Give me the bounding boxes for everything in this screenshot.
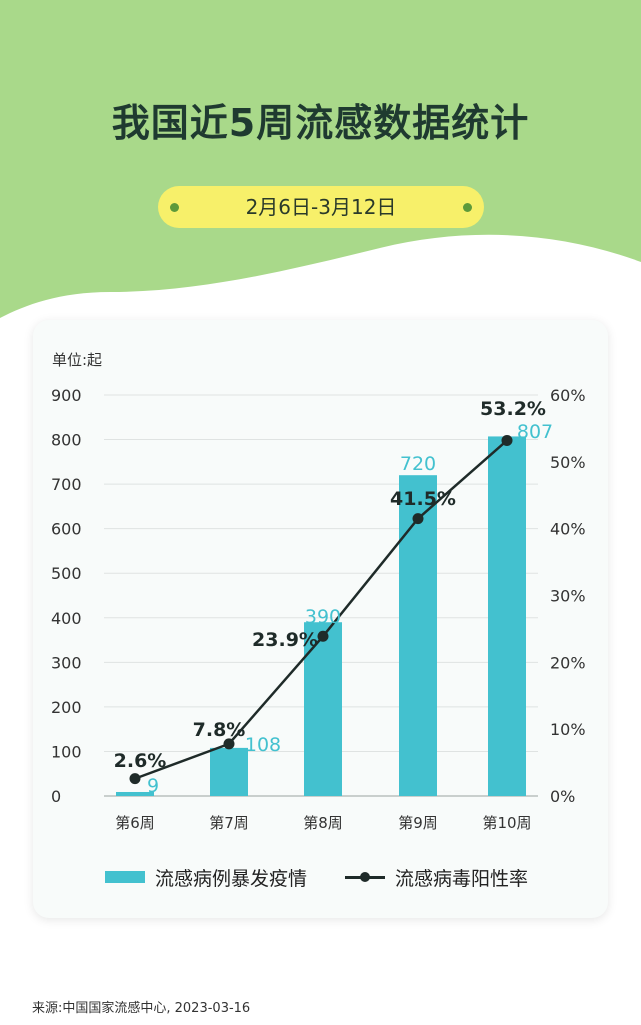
page-title: 我国近5周流感数据统计	[111, 101, 530, 145]
bar	[399, 475, 437, 796]
y2-tick-label: 60%	[550, 386, 586, 405]
line-point	[412, 513, 424, 525]
y-tick-label: 100	[51, 742, 82, 761]
bar-data-label: 807	[517, 421, 553, 443]
y2-tick-label: 40%	[550, 520, 586, 539]
y-tick-label: 900	[51, 386, 82, 405]
y2-tick-label: 30%	[550, 587, 586, 606]
y2-tick-label: 50%	[550, 453, 586, 472]
y-tick-label: 0	[51, 787, 61, 806]
pill-dot-right	[463, 203, 472, 212]
x-tick-label: 第9周	[398, 814, 438, 832]
x-tick-label: 第8周	[303, 814, 343, 832]
x-tick-label: 第10周	[482, 814, 531, 832]
y-tick-label: 700	[51, 475, 82, 494]
line-data-label: 7.8%	[193, 719, 246, 741]
bar-data-label: 9	[147, 775, 159, 797]
background-wave	[0, 0, 641, 318]
line-data-label: 53.2%	[480, 398, 546, 420]
bar	[488, 436, 526, 796]
y-tick-label: 800	[51, 431, 82, 450]
y-tick-label: 500	[51, 564, 82, 583]
x-tick-label: 第7周	[209, 814, 249, 832]
line-point	[317, 630, 329, 642]
chart-legend: 流感病例暴发疫情 流感病毒阳性率	[105, 864, 528, 890]
y-tick-label: 300	[51, 653, 82, 672]
line-point	[129, 773, 141, 785]
source-note: 来源:中国国家流感中心, 2023-03-16	[32, 1001, 251, 1016]
y2-tick-label: 0%	[550, 787, 575, 806]
line-data-label: 23.9%	[252, 629, 318, 651]
y-tick-label: 400	[51, 609, 82, 628]
line-point	[501, 434, 513, 446]
line-point	[223, 738, 235, 750]
x-tick-label: 第6周	[115, 814, 155, 832]
date-range-badge: 2月6日-3月12日	[158, 186, 484, 228]
y-axis-unit-label: 单位:起	[52, 351, 103, 369]
legend-line-swatch	[345, 871, 386, 883]
legend-bar-swatch	[105, 871, 145, 883]
bar-data-label: 720	[400, 453, 436, 475]
line-data-label: 2.6%	[114, 750, 167, 772]
legend-bar-label: 流感病例暴发疫情	[155, 867, 308, 890]
line-data-label: 41.5%	[390, 488, 456, 510]
bar	[210, 747, 248, 796]
date-range-text: 2月6日-3月12日	[245, 195, 397, 219]
legend-line-label: 流感病毒阳性率	[395, 867, 529, 890]
y-tick-label: 600	[51, 520, 82, 539]
bar	[116, 791, 154, 796]
y-tick-label: 200	[51, 698, 82, 717]
y2-tick-label: 20%	[550, 653, 586, 672]
bar-data-label: 390	[305, 606, 341, 628]
pill-dot-left	[170, 203, 179, 212]
y2-tick-label: 10%	[550, 720, 586, 739]
bar-data-label: 108	[245, 734, 281, 756]
